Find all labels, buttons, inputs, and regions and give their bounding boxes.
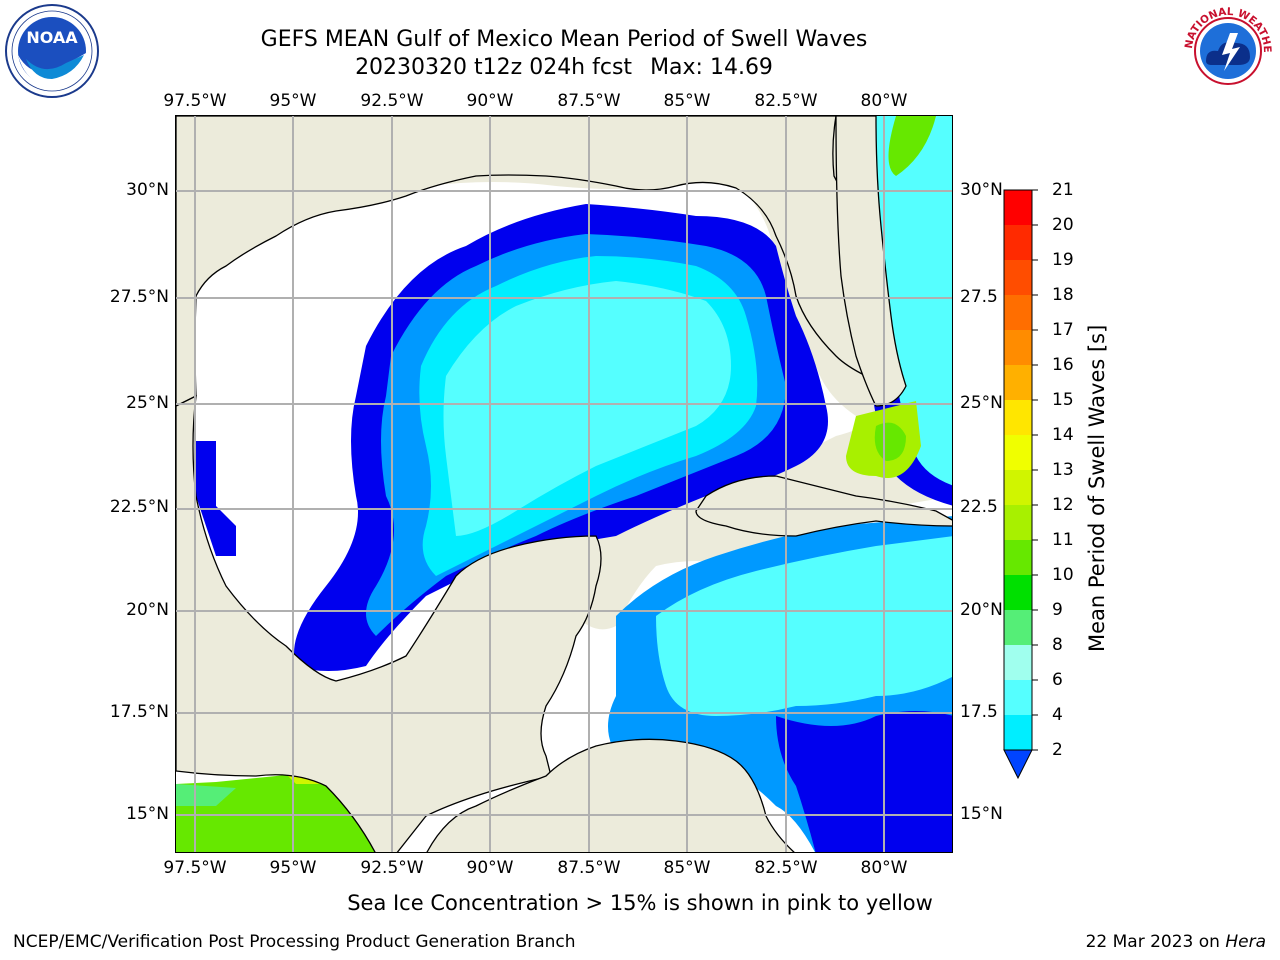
- y-tick-left: 20°N: [126, 600, 169, 620]
- x-tick-top: 80°W: [860, 91, 908, 111]
- y-tick-left: 27.5°N: [109, 287, 169, 307]
- y-tick-right: 22.5: [960, 497, 998, 517]
- colorbar-swatch: [1004, 225, 1032, 261]
- colorbar-swatch: [1004, 575, 1032, 611]
- colorbar-tick-label: 14: [1052, 425, 1074, 445]
- x-tick-top: 97.5°W: [163, 91, 227, 111]
- swell-period-map: [176, 116, 952, 852]
- colorbar-tick-label: 16: [1052, 355, 1074, 375]
- colorbar-swatch: [1004, 470, 1032, 506]
- y-tick-left: 17.5°N: [109, 702, 169, 722]
- y-tick-right: 20°N: [960, 600, 1003, 620]
- colorbar-swatch: [1004, 330, 1032, 366]
- x-tick-bottom: 80°W: [860, 858, 908, 878]
- x-tick-bottom: 87.5°W: [557, 858, 621, 878]
- colorbar-tick-label: 20: [1052, 215, 1074, 235]
- chart-subtitle: 20230320 t12z 024h fcst Max: 14.69: [0, 55, 1128, 81]
- colorbar-tick-label: 4: [1052, 705, 1063, 725]
- colorbar-tick-label: 12: [1052, 495, 1074, 515]
- colorbar-title: Mean Period of Swell Waves [s]: [1085, 324, 1109, 652]
- swell-band-lightcyan: [443, 281, 731, 536]
- colorbar-swatch: [1004, 540, 1032, 576]
- colorbar-swatch: [1004, 505, 1032, 541]
- x-tick-bottom: 82.5°W: [754, 858, 818, 878]
- x-tick-bottom: 95°W: [269, 858, 317, 878]
- y-tick-right: 15°N: [960, 804, 1003, 824]
- y-tick-right: 25°N: [960, 393, 1003, 413]
- y-tick-right: 30°N: [960, 180, 1003, 200]
- colorbar-tick-label: 19: [1052, 250, 1074, 270]
- pacific-lightgreen: [176, 784, 236, 806]
- colorbar-swatches: [1003, 189, 1038, 780]
- atlantic-green: [888, 116, 936, 176]
- caribbean-blue-south: [776, 711, 952, 852]
- colorbar-swatch: [1004, 400, 1032, 436]
- colorbar-swatch: [1004, 365, 1032, 401]
- x-tick-top: 87.5°W: [557, 91, 621, 111]
- caribbean-cyan: [656, 536, 952, 716]
- x-tick-bottom: 92.5°W: [360, 858, 424, 878]
- x-tick-top: 85°W: [663, 91, 711, 111]
- colorbar-tick-label: 8: [1052, 635, 1063, 655]
- colorbar-tick-label: 13: [1052, 460, 1074, 480]
- swell-band-blue-west: [196, 441, 236, 556]
- colorbar-tick-label: 17: [1052, 320, 1074, 340]
- colorbar-tick-label: 21: [1052, 180, 1074, 200]
- colorbar-tick-label: 18: [1052, 285, 1074, 305]
- colorbar-extend-arrow: [1003, 749, 1033, 780]
- y-tick-left: 22.5°N: [109, 497, 169, 517]
- y-tick-left: 25°N: [126, 393, 169, 413]
- colorbar: [1000, 185, 1040, 785]
- colorbar-tick-label: 6: [1052, 670, 1063, 690]
- bahamas-green-dark: [874, 422, 906, 461]
- y-tick-left: 30°N: [126, 180, 169, 200]
- colorbar-swatch: [1004, 610, 1032, 646]
- colorbar-swatch: [1004, 645, 1032, 681]
- footer-date: 22 Mar 2023 on Hera: [1086, 932, 1266, 952]
- cuba: [695, 475, 952, 537]
- atlantic-cyan: [866, 116, 952, 486]
- y-tick-left: 15°N: [126, 804, 169, 824]
- colorbar-swatch: [1004, 295, 1032, 331]
- colorbar-tick-label: 2: [1052, 740, 1063, 760]
- x-tick-bottom: 85°W: [663, 858, 711, 878]
- mexico-coast: [176, 394, 602, 852]
- colorbar-tick-label: 11: [1052, 530, 1074, 550]
- nws-logo: NATIONAL WEATHER SERVICE: [1176, 0, 1276, 99]
- x-tick-top: 92.5°W: [360, 91, 424, 111]
- x-tick-top: 82.5°W: [754, 91, 818, 111]
- colorbar-swatch: [1004, 190, 1032, 226]
- colorbar-tick-label: 15: [1052, 390, 1074, 410]
- colorbar-swatch: [1004, 680, 1032, 716]
- colorbar-swatch: [1004, 260, 1032, 296]
- footer-credit: NCEP/EMC/Verification Post Processing Pr…: [13, 932, 576, 952]
- colorbar-swatch: [1004, 715, 1032, 751]
- max-value: Max: 14.69: [650, 55, 773, 80]
- lat-lon-grid: [176, 116, 952, 852]
- colorbar-swatch: [1004, 435, 1032, 471]
- y-tick-right: 27.5: [960, 287, 998, 307]
- y-tick-right: 17.5: [960, 702, 998, 722]
- map-panel: [175, 115, 953, 853]
- noaa-logo: NOAA: [4, 3, 100, 99]
- noaa-logo-text: NOAA: [26, 28, 78, 47]
- florida: [835, 116, 907, 407]
- x-tick-top: 90°W: [466, 91, 514, 111]
- footer-host: Hera: [1225, 932, 1266, 952]
- chart-title: GEFS MEAN Gulf of Mexico Mean Period of …: [260, 27, 868, 52]
- x-tick-top: 95°W: [269, 91, 317, 111]
- x-tick-bottom: 97.5°W: [163, 858, 227, 878]
- forecast-date: 20230320 t12z 024h fcst: [355, 55, 633, 80]
- colorbar-tick-label: 9: [1052, 600, 1063, 620]
- x-tick-bottom: 90°W: [466, 858, 514, 878]
- colorbar-tick-label: 10: [1052, 565, 1074, 585]
- footer-date-text: 22 Mar 2023 on: [1085, 932, 1226, 952]
- sea-ice-note: Sea Ice Concentration > 15% is shown in …: [347, 891, 933, 915]
- central-america: [426, 738, 795, 852]
